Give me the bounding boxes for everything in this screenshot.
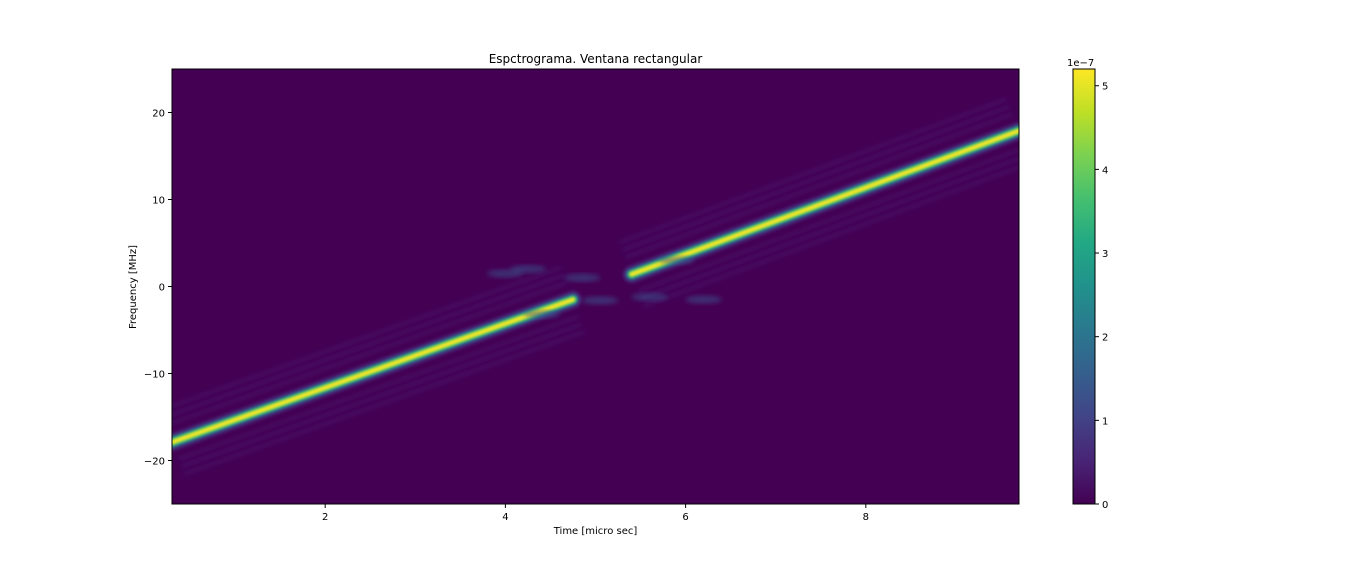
interference-blob: [523, 310, 560, 319]
colorbar-ticks: 0 1 2 3 4 5: [1095, 82, 1108, 511]
colorbar-tick-label: 4: [1102, 165, 1108, 176]
chirp-sidelobe: [180, 322, 583, 469]
interference-blob: [487, 269, 524, 278]
heatmap-background: [172, 69, 1019, 504]
chirp-sidelobe: [642, 165, 1019, 308]
chirp-ridge-2: [629, 129, 1019, 277]
x-tick-label: 4: [502, 512, 508, 523]
chirp-ridge-1: [172, 297, 575, 444]
chirp-sidelobe: [177, 315, 580, 461]
chirp-sidelobe: [182, 330, 585, 476]
chirp-sidelobe: [621, 104, 1011, 252]
heatmap-layer: [172, 97, 1019, 476]
x-tick-label: 6: [682, 512, 688, 523]
y-tick-label: −10: [144, 370, 165, 381]
colorbar-tick-label: 5: [1102, 82, 1108, 93]
chirp-sidelobe: [624, 112, 1014, 259]
x-tick-label: 8: [863, 512, 869, 523]
y-tick-label: 0: [159, 283, 165, 294]
x-tick-label: 2: [322, 512, 328, 523]
colorbar-tick-label: 2: [1102, 333, 1108, 344]
chirp-sidelobe: [640, 156, 1019, 301]
interference-blob: [631, 292, 668, 301]
plot-area: [171, 68, 1020, 505]
colorbar: 0 1 2 3 4 5 1e−7: [1067, 58, 1108, 511]
y-tick-label: −20: [144, 457, 165, 468]
chirp-sidelobe: [619, 97, 1008, 244]
interference-blob: [685, 295, 722, 304]
x-axis-label: Time [micro sec]: [553, 526, 638, 537]
y-axis-label: Frequency [MHz]: [128, 245, 139, 329]
chirp-sidelobe: [172, 266, 563, 408]
chirp-sidelobe: [172, 281, 568, 425]
colorbar-gradient: [1072, 68, 1096, 505]
colorbar-tick-label: 0: [1102, 500, 1108, 511]
y-tick-label: 10: [152, 196, 165, 207]
interference-blob: [563, 273, 600, 282]
colorbar-exponent: 1e−7: [1067, 58, 1094, 69]
interference-blob: [582, 296, 619, 305]
interference-blob: [658, 256, 695, 265]
x-axis: 2 4 6 8: [322, 504, 869, 523]
chirp-sidelobe: [172, 273, 565, 417]
chart-title: Espctrograma. Ventana rectangular: [489, 52, 703, 66]
y-tick-label: 20: [152, 109, 165, 120]
chirp-sidelobe: [637, 148, 1019, 293]
colorbar-tick-label: 1: [1102, 416, 1108, 427]
colorbar-tick-label: 3: [1102, 249, 1108, 260]
y-axis: −20 −10 0 10 20: [144, 109, 172, 468]
